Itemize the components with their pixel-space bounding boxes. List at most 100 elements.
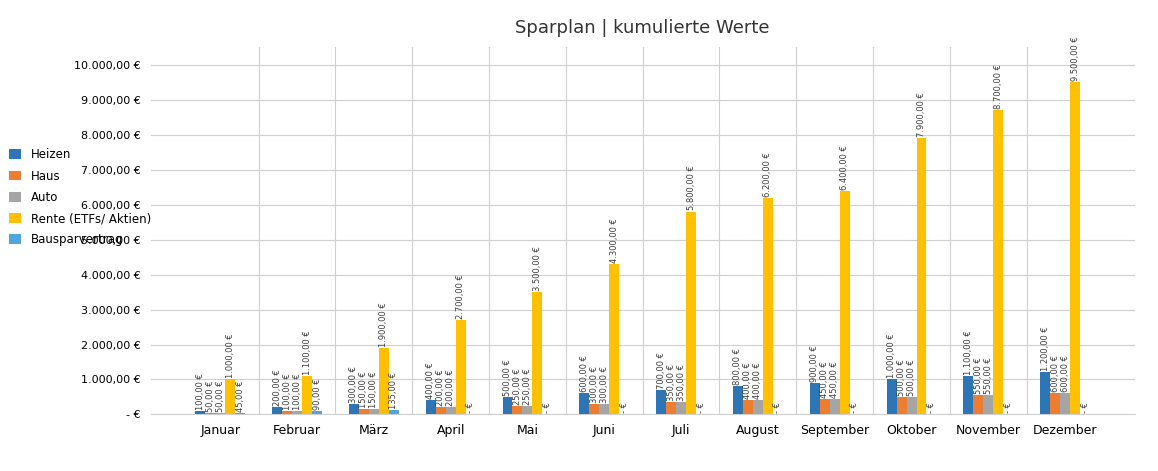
Bar bbox=[292, 411, 302, 414]
Text: 8.700,00 €: 8.700,00 € bbox=[994, 64, 1003, 109]
Bar bbox=[657, 390, 666, 414]
Bar bbox=[963, 376, 974, 414]
Text: 100,00 €: 100,00 € bbox=[293, 373, 301, 410]
Text: 50,00 €: 50,00 € bbox=[206, 380, 214, 412]
Text: - €: - € bbox=[774, 402, 783, 414]
Bar bbox=[896, 397, 907, 414]
Bar bbox=[446, 407, 455, 414]
Text: - €: - € bbox=[697, 402, 705, 414]
Text: 700,00 €: 700,00 € bbox=[657, 352, 666, 389]
Bar bbox=[1060, 393, 1070, 414]
Bar bbox=[1070, 82, 1080, 414]
Text: 800,00 €: 800,00 € bbox=[733, 349, 742, 385]
Bar bbox=[820, 399, 830, 414]
Text: 1.100,00 €: 1.100,00 € bbox=[963, 330, 973, 375]
Bar bbox=[609, 264, 620, 414]
Bar bbox=[522, 406, 533, 414]
Text: 450,00 €: 450,00 € bbox=[830, 361, 840, 398]
Text: 90,00 €: 90,00 € bbox=[313, 379, 322, 410]
Text: 135,00 €: 135,00 € bbox=[389, 372, 398, 409]
Text: 1.200,00 €: 1.200,00 € bbox=[1041, 327, 1049, 372]
Text: 250,00 €: 250,00 € bbox=[513, 368, 522, 405]
Text: 350,00 €: 350,00 € bbox=[676, 364, 686, 401]
Text: 1.000,00 €: 1.000,00 € bbox=[887, 333, 896, 378]
Text: 400,00 €: 400,00 € bbox=[754, 363, 762, 399]
Text: 250,00 €: 250,00 € bbox=[523, 368, 532, 405]
Text: 3.500,00 €: 3.500,00 € bbox=[533, 246, 542, 291]
Bar bbox=[389, 410, 398, 414]
Bar bbox=[589, 404, 600, 414]
Text: 200,00 €: 200,00 € bbox=[446, 370, 455, 406]
Text: 350,00 €: 350,00 € bbox=[667, 364, 675, 401]
Text: 5.800,00 €: 5.800,00 € bbox=[687, 166, 696, 211]
Text: 150,00 €: 150,00 € bbox=[369, 371, 379, 408]
Text: 900,00 €: 900,00 € bbox=[811, 345, 819, 382]
Text: 45,00 €: 45,00 € bbox=[236, 380, 244, 412]
Text: 1.900,00 €: 1.900,00 € bbox=[380, 302, 388, 347]
Bar bbox=[743, 400, 753, 414]
Text: 1.100,00 €: 1.100,00 € bbox=[302, 330, 312, 375]
Bar bbox=[753, 400, 763, 414]
Text: 300,00 €: 300,00 € bbox=[600, 366, 609, 403]
Bar bbox=[215, 413, 226, 414]
Title: Sparplan | kumulierte Werte: Sparplan | kumulierte Werte bbox=[515, 19, 770, 37]
Text: - €: - € bbox=[543, 402, 552, 414]
Text: - €: - € bbox=[1080, 402, 1090, 414]
Bar bbox=[907, 397, 916, 414]
Text: - €: - € bbox=[928, 402, 936, 414]
Text: - €: - € bbox=[620, 402, 629, 414]
Bar bbox=[272, 407, 283, 414]
Bar bbox=[994, 110, 1003, 414]
Text: 500,00 €: 500,00 € bbox=[503, 359, 512, 396]
Text: 400,00 €: 400,00 € bbox=[743, 363, 753, 399]
Bar bbox=[455, 320, 466, 414]
Text: 600,00 €: 600,00 € bbox=[1061, 356, 1070, 392]
Bar bbox=[809, 383, 820, 414]
Bar bbox=[1050, 393, 1060, 414]
Bar bbox=[283, 411, 292, 414]
Bar bbox=[579, 393, 589, 414]
Text: 450,00 €: 450,00 € bbox=[820, 361, 829, 398]
Bar bbox=[205, 413, 215, 414]
Text: 6.200,00 €: 6.200,00 € bbox=[763, 152, 772, 196]
Text: 100,00 €: 100,00 € bbox=[196, 373, 205, 410]
Bar bbox=[600, 404, 609, 414]
Text: - €: - € bbox=[1004, 402, 1013, 414]
Bar bbox=[763, 197, 772, 414]
Bar bbox=[686, 211, 696, 414]
Text: 600,00 €: 600,00 € bbox=[1050, 356, 1060, 392]
Bar bbox=[379, 348, 389, 414]
Bar bbox=[1040, 373, 1050, 414]
Bar bbox=[830, 399, 840, 414]
Bar bbox=[983, 395, 994, 414]
Bar bbox=[226, 380, 235, 414]
Text: 200,00 €: 200,00 € bbox=[437, 370, 445, 406]
Text: - €: - € bbox=[467, 402, 475, 414]
Text: 600,00 €: 600,00 € bbox=[580, 356, 588, 392]
Bar bbox=[435, 407, 446, 414]
Bar bbox=[513, 406, 522, 414]
Text: 150,00 €: 150,00 € bbox=[359, 371, 368, 408]
Bar bbox=[312, 411, 322, 414]
Text: 9.500,00 €: 9.500,00 € bbox=[1071, 36, 1079, 81]
Text: 500,00 €: 500,00 € bbox=[907, 359, 916, 396]
Text: 4.300,00 €: 4.300,00 € bbox=[610, 218, 618, 263]
Bar bbox=[235, 413, 245, 414]
Bar bbox=[840, 191, 850, 414]
Text: 500,00 €: 500,00 € bbox=[897, 359, 906, 396]
Bar bbox=[196, 411, 205, 414]
Text: - €: - € bbox=[850, 402, 859, 414]
Text: 300,00 €: 300,00 € bbox=[350, 366, 358, 403]
Text: 300,00 €: 300,00 € bbox=[589, 366, 599, 403]
Bar bbox=[916, 138, 926, 414]
Text: 550,00 €: 550,00 € bbox=[974, 357, 983, 394]
Bar bbox=[666, 402, 676, 414]
Bar bbox=[733, 387, 743, 414]
Text: 1.000,00 €: 1.000,00 € bbox=[226, 333, 235, 378]
Text: 550,00 €: 550,00 € bbox=[984, 357, 992, 394]
Bar bbox=[503, 397, 513, 414]
Bar bbox=[533, 292, 542, 414]
Text: 6.400,00 €: 6.400,00 € bbox=[841, 145, 849, 189]
Bar bbox=[359, 409, 369, 414]
Legend: Heizen, Haus, Auto, Rente (ETFs/ Aktien), Bausparvertrag: Heizen, Haus, Auto, Rente (ETFs/ Aktien)… bbox=[6, 145, 154, 250]
